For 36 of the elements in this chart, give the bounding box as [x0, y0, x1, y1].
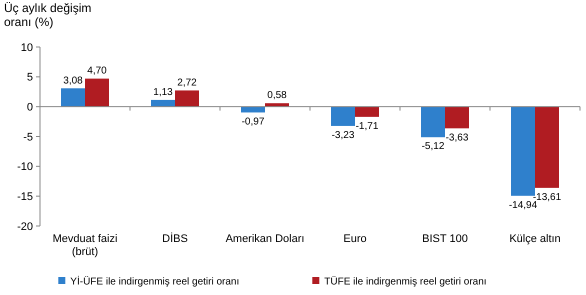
bar [511, 106, 535, 196]
bar [355, 106, 379, 117]
data-label: 0,58 [267, 90, 288, 102]
data-label: -5,12 [422, 141, 445, 152]
data-label: 4,70 [87, 66, 108, 77]
data-label: -3,63 [446, 132, 469, 144]
y-tick-label: 10 [20, 42, 33, 54]
data-label: -1,71 [356, 120, 379, 132]
data-label: 3,08 [63, 75, 84, 86]
bar [85, 78, 109, 107]
bar [535, 106, 559, 188]
data-label: -3,23 [332, 130, 355, 141]
data-label: -0,97 [242, 116, 265, 128]
x-tick-label: BIST 100 [422, 233, 468, 245]
bar [61, 88, 85, 107]
bar [445, 106, 469, 128]
y-tick-label: -20 [17, 220, 33, 233]
y-axis-title: Üç aylık değişim oranı (%) [4, 1, 92, 29]
bar [421, 106, 445, 138]
y-tick-label: -15 [17, 191, 33, 204]
data-label: 2,72 [177, 77, 198, 88]
y-tick-label: -10 [17, 161, 33, 174]
legend-label: TÜFE ile indirgenmiş reel getiri oranı [324, 276, 487, 288]
bar [331, 106, 355, 126]
x-tick-label: Mevduat faizi (brüt) [52, 233, 118, 258]
legend-label: Yİ-ÜFE ile indirgenmiş reel getiri oranı [70, 276, 240, 288]
y-tick-label: -5 [23, 131, 33, 144]
bar [175, 90, 199, 107]
bar [241, 106, 265, 112]
y-tick-label: 0 [26, 102, 33, 114]
x-tick-label: Külçe altın [509, 233, 561, 245]
x-tick-label: Euro [343, 233, 367, 245]
x-tick-label: DİBS [162, 232, 188, 245]
data-label: 1,13 [153, 86, 174, 98]
x-tick-label: Amerikan Doları [226, 233, 304, 245]
y-tick-label: 5 [26, 72, 33, 84]
